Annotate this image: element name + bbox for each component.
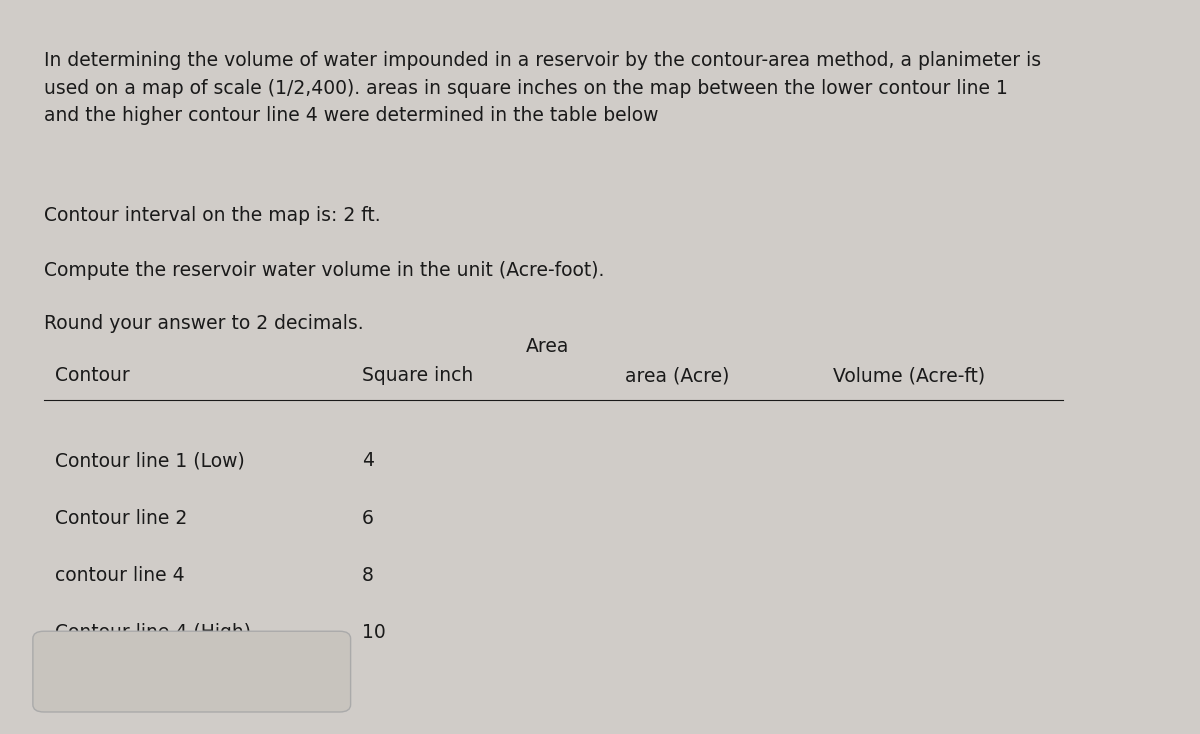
Text: In determining the volume of water impounded in a reservoir by the contour-area : In determining the volume of water impou… — [44, 51, 1040, 125]
Text: 10: 10 — [361, 623, 385, 642]
Text: Contour line 1 (Low): Contour line 1 (Low) — [55, 451, 245, 470]
Text: 6: 6 — [361, 509, 373, 528]
Text: Compute the reservoir water volume in the unit (Acre-foot).: Compute the reservoir water volume in th… — [44, 261, 605, 280]
Text: area (Acre): area (Acre) — [624, 366, 728, 385]
Text: 4: 4 — [361, 451, 373, 470]
Text: Contour: Contour — [55, 366, 130, 385]
Text: Round your answer to 2 decimals.: Round your answer to 2 decimals. — [44, 314, 364, 333]
Text: 8: 8 — [361, 566, 373, 585]
Text: Area: Area — [526, 337, 570, 356]
Text: Contour interval on the map is: 2 ft.: Contour interval on the map is: 2 ft. — [44, 206, 380, 225]
Text: Square inch: Square inch — [361, 366, 473, 385]
FancyBboxPatch shape — [32, 631, 350, 712]
Text: Contour line 2: Contour line 2 — [55, 509, 187, 528]
Text: Volume (Acre-ft): Volume (Acre-ft) — [833, 366, 985, 385]
Text: Contour line 4 (High): Contour line 4 (High) — [55, 623, 251, 642]
Text: contour line 4: contour line 4 — [55, 566, 185, 585]
